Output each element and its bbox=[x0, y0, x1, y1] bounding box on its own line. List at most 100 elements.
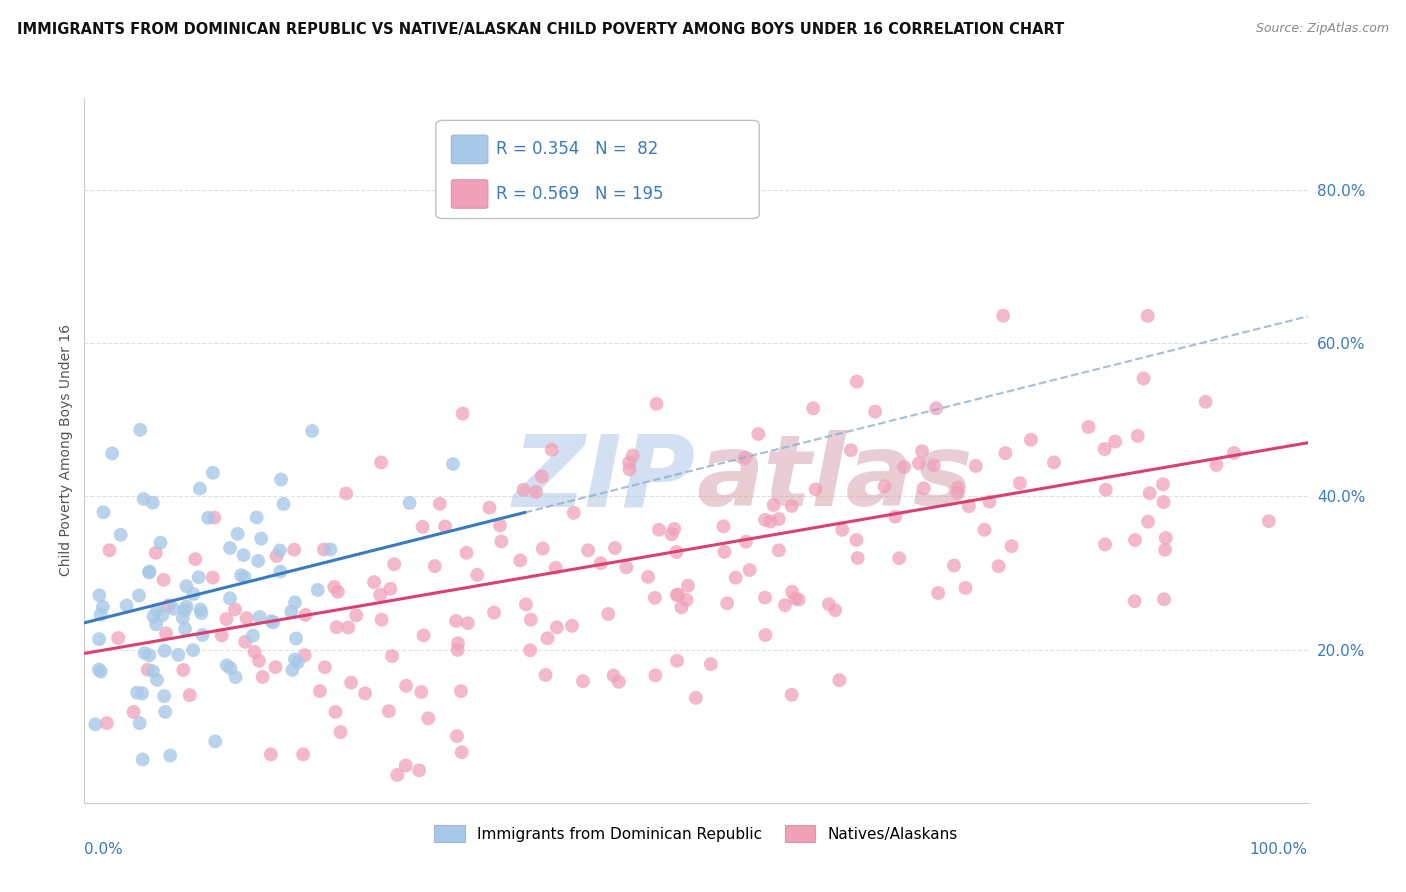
Point bbox=[598, 607, 620, 621]
Point bbox=[675, 593, 697, 607]
Point bbox=[243, 645, 266, 659]
Point bbox=[1132, 371, 1154, 385]
Point bbox=[138, 566, 160, 580]
Point bbox=[246, 510, 269, 524]
Point bbox=[197, 510, 219, 524]
Point bbox=[101, 446, 124, 460]
Point bbox=[219, 661, 242, 675]
Point bbox=[780, 499, 803, 513]
Point bbox=[787, 592, 810, 607]
Y-axis label: Child Poverty Among Boys Under 16: Child Poverty Among Boys Under 16 bbox=[59, 325, 73, 576]
Point bbox=[908, 456, 931, 470]
Point bbox=[1223, 446, 1246, 460]
Point bbox=[326, 584, 349, 599]
Point bbox=[381, 648, 404, 663]
Text: Source: ZipAtlas.com: Source: ZipAtlas.com bbox=[1256, 22, 1389, 36]
Point bbox=[307, 582, 329, 597]
Legend: Immigrants from Dominican Republic, Natives/Alaskans: Immigrants from Dominican Republic, Nati… bbox=[427, 819, 965, 848]
Point bbox=[412, 520, 434, 534]
Text: R = 0.569   N = 195: R = 0.569 N = 195 bbox=[496, 185, 664, 203]
Point bbox=[280, 605, 302, 619]
Point bbox=[89, 588, 111, 602]
Point bbox=[142, 496, 165, 510]
Point bbox=[242, 629, 264, 643]
Point bbox=[84, 717, 107, 731]
Point bbox=[1257, 514, 1279, 528]
Point bbox=[973, 523, 995, 537]
Point bbox=[363, 575, 385, 590]
Point bbox=[370, 613, 392, 627]
Point bbox=[233, 570, 256, 584]
Point bbox=[754, 513, 776, 527]
Point bbox=[666, 588, 689, 602]
Point bbox=[946, 481, 969, 495]
Point bbox=[489, 518, 512, 533]
Point bbox=[546, 620, 568, 634]
Point bbox=[1137, 515, 1160, 529]
Point bbox=[162, 601, 184, 615]
Point bbox=[911, 444, 934, 458]
Point bbox=[233, 635, 256, 649]
Point bbox=[128, 589, 150, 603]
Point bbox=[1000, 539, 1022, 553]
Point bbox=[457, 616, 479, 631]
Point bbox=[335, 486, 357, 500]
Point bbox=[619, 462, 641, 476]
Point bbox=[89, 632, 111, 647]
Point bbox=[287, 655, 309, 669]
Point bbox=[270, 473, 292, 487]
Point bbox=[134, 646, 156, 660]
Point bbox=[172, 611, 194, 625]
Point bbox=[370, 455, 392, 469]
Point bbox=[283, 542, 305, 557]
Point bbox=[176, 579, 198, 593]
Point bbox=[524, 484, 547, 499]
Point bbox=[450, 684, 472, 698]
Point bbox=[621, 449, 644, 463]
Point bbox=[128, 716, 150, 731]
Point bbox=[607, 674, 630, 689]
Point bbox=[380, 582, 402, 596]
Point bbox=[183, 587, 205, 601]
Point bbox=[226, 527, 249, 541]
Point bbox=[329, 725, 352, 739]
Point bbox=[398, 496, 420, 510]
Point bbox=[190, 602, 212, 616]
Point bbox=[325, 620, 347, 634]
Point bbox=[157, 599, 180, 613]
Point bbox=[676, 579, 699, 593]
Point bbox=[845, 533, 868, 547]
Point bbox=[456, 546, 478, 560]
Point bbox=[801, 401, 824, 416]
Point bbox=[846, 551, 869, 566]
Point bbox=[446, 643, 468, 657]
Point bbox=[1123, 533, 1146, 547]
Point bbox=[713, 545, 735, 559]
Point bbox=[780, 688, 803, 702]
Point bbox=[145, 617, 167, 632]
Point bbox=[491, 534, 513, 549]
Point bbox=[312, 542, 335, 557]
Point bbox=[412, 628, 434, 642]
Point bbox=[184, 552, 207, 566]
Point bbox=[738, 563, 761, 577]
Point bbox=[534, 668, 557, 682]
Point bbox=[260, 747, 283, 762]
Point bbox=[262, 615, 284, 630]
Point bbox=[408, 764, 430, 778]
Point bbox=[434, 519, 457, 533]
Point bbox=[131, 752, 153, 766]
Point bbox=[614, 560, 637, 574]
Point bbox=[260, 615, 283, 629]
Point bbox=[957, 499, 980, 513]
Point bbox=[512, 483, 534, 497]
Point bbox=[387, 768, 409, 782]
Point bbox=[839, 443, 862, 458]
Point bbox=[115, 599, 138, 613]
Point bbox=[378, 704, 401, 718]
Point bbox=[768, 543, 790, 558]
Point bbox=[90, 665, 112, 679]
Point bbox=[146, 603, 169, 617]
Point bbox=[754, 591, 776, 605]
Point bbox=[818, 597, 841, 611]
